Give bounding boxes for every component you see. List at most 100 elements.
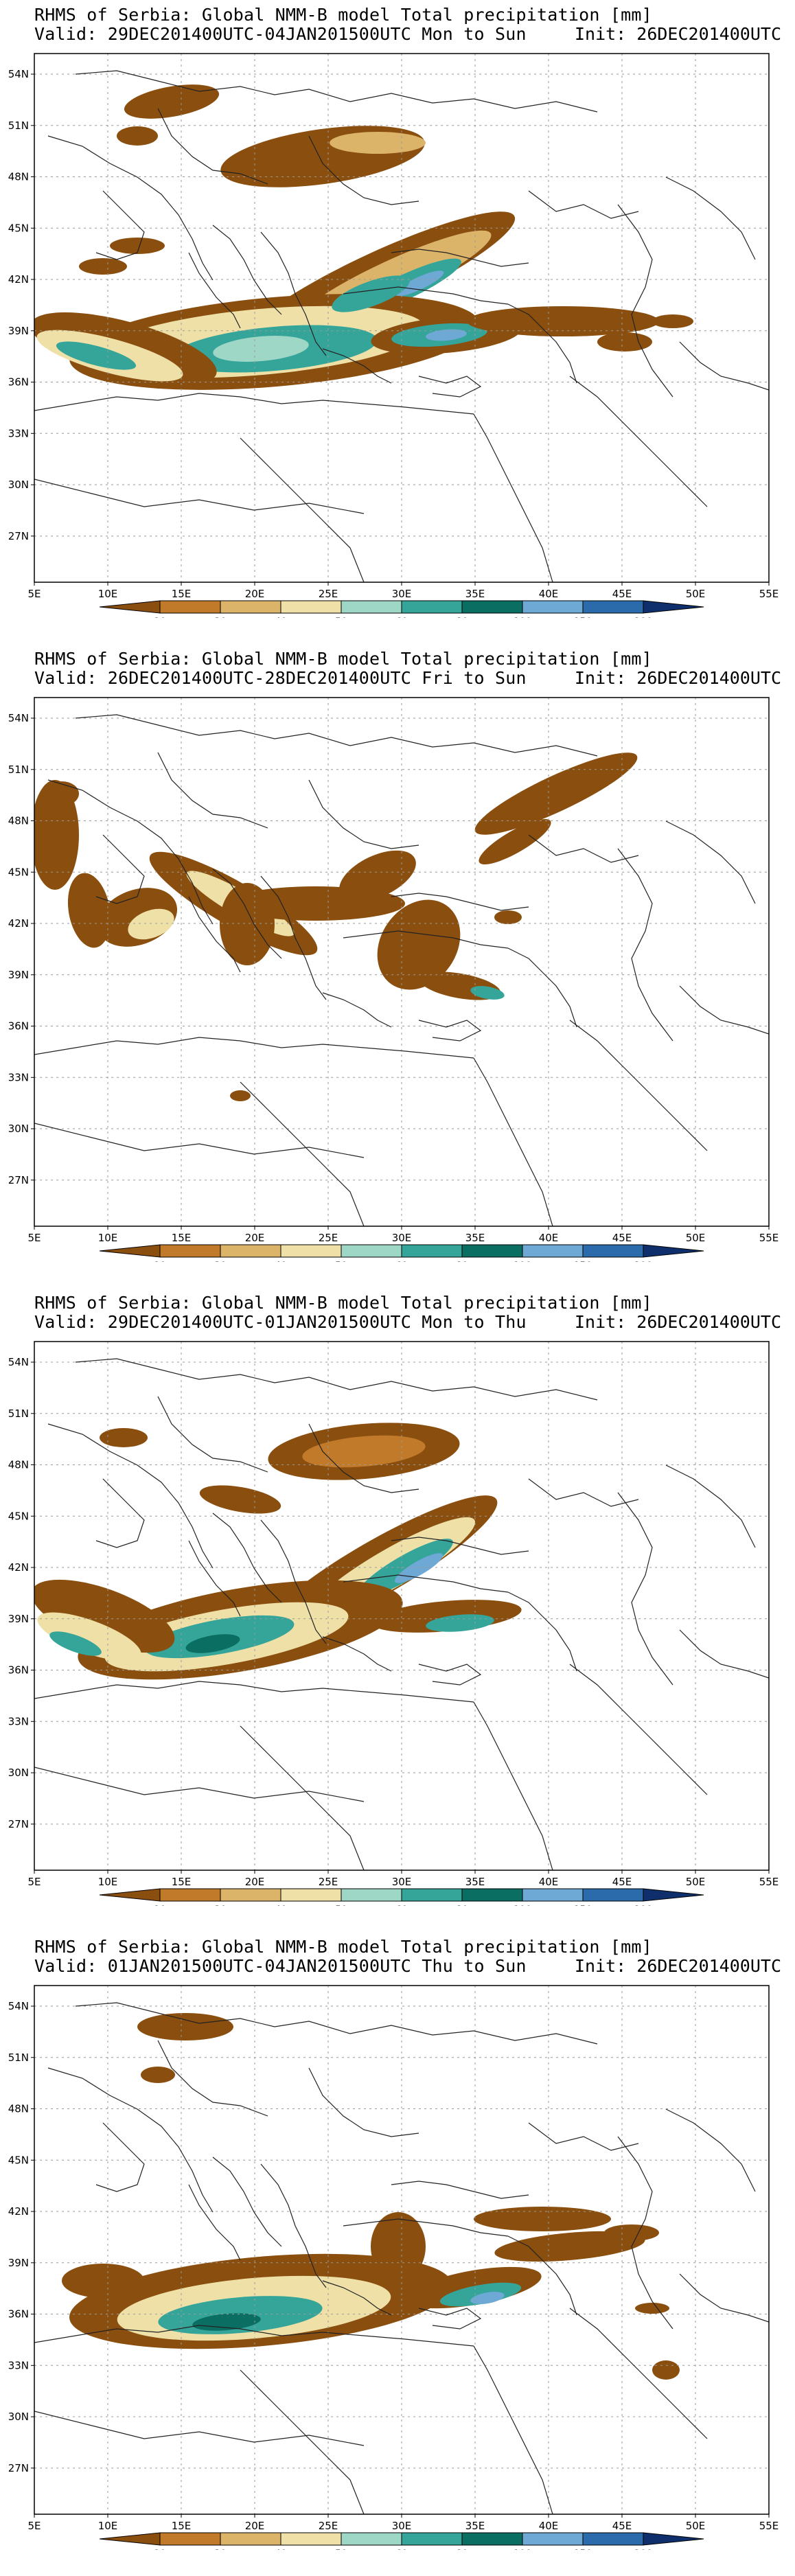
legend-label: 50 [335, 617, 347, 618]
latitude-label: 42N [8, 917, 29, 930]
legend-label: 20 [154, 1261, 166, 1262]
legend-label: 60 [395, 1261, 408, 1262]
legend-label: 30 [214, 1905, 227, 1906]
precipitation-area [494, 2231, 645, 2262]
longitude-label: 40E [539, 1876, 559, 1888]
longitude-label: 20E [245, 2520, 265, 2532]
border-outline [34, 2325, 474, 2347]
legend-label: 100 [514, 1905, 532, 1906]
legend-label: 40 [275, 2549, 287, 2550]
longitude-label: 20E [245, 588, 265, 600]
longitude-label: 5E [27, 1232, 41, 1244]
latitude-label: 36N [8, 376, 29, 389]
legend-swatch [401, 2532, 463, 2546]
legend-label: 40 [275, 1261, 287, 1262]
border-outline [34, 479, 365, 514]
precipitation-area [395, 1553, 443, 1583]
border-outline [34, 1767, 365, 1802]
border-outline [188, 252, 241, 329]
latitude-label: 45N [8, 222, 29, 234]
legend-label: 60 [395, 2549, 408, 2550]
map-panel: RHMS of Serbia: Global NMM-B model Total… [0, 1932, 795, 2576]
border-outline [188, 2184, 241, 2261]
longitude-label: 15E [172, 588, 192, 600]
latitude-label: 51N [8, 763, 29, 776]
longitude-label: 45E [612, 1876, 632, 1888]
latitude-label: 36N [8, 1020, 29, 1033]
border-outline [473, 1057, 553, 1226]
precipitation-area [652, 2360, 680, 2380]
longitude-label: 30E [392, 1232, 412, 1244]
longitude-label: 10E [98, 1232, 118, 1244]
latitude-label: 30N [8, 2411, 29, 2423]
border-outline [528, 834, 639, 863]
longitude-label: 55E [759, 2520, 779, 2532]
legend-label: 40 [275, 1905, 287, 1906]
precipitation-area [37, 1612, 141, 1661]
border-outline [34, 393, 474, 415]
latitude-label: 45N [8, 1510, 29, 1522]
precipitation-area [34, 780, 79, 890]
latitude-label: 33N [8, 1715, 29, 1727]
longitude-label: 50E [686, 2520, 706, 2532]
precipitation-area [199, 1485, 281, 1514]
longitude-label: 10E [98, 1876, 118, 1888]
border-outline [665, 176, 756, 260]
border-outline [240, 437, 365, 582]
border-outline [391, 249, 529, 267]
latitude-label: 30N [8, 1767, 29, 1779]
longitude-label: 45E [612, 1232, 632, 1244]
legend-swatch [159, 600, 221, 614]
border-outline [569, 1020, 708, 1151]
border-outline [260, 1519, 327, 1644]
latitude-label: 39N [8, 1613, 29, 1625]
precipitation-area [137, 2013, 233, 2040]
init-time: Init: 26DEC201400UTC [574, 1312, 781, 1332]
precipitation-area [330, 132, 426, 154]
longitude-label: 35E [465, 2520, 485, 2532]
border-outline [418, 376, 482, 398]
border-outline [322, 348, 392, 384]
latitude-label: 33N [8, 2359, 29, 2371]
legend-label: 200 [634, 1905, 653, 1906]
legend-swatch [582, 1244, 644, 1258]
longitude-label: 25E [319, 588, 338, 600]
precipitation-area [494, 910, 522, 924]
precipitation-area [339, 850, 416, 902]
legend-label: 60 [395, 1905, 408, 1906]
legend-label: 50 [335, 1261, 347, 1262]
legend-swatch [220, 1888, 281, 1902]
legend-swatch [643, 2532, 704, 2546]
border-outline [95, 190, 145, 260]
border-outline [47, 135, 214, 281]
legend-label: 100 [514, 617, 532, 618]
border-outline [391, 893, 529, 911]
precipitation-area [635, 2303, 669, 2314]
legend-swatch [220, 1244, 281, 1258]
legend-swatch [461, 2532, 523, 2546]
border-outline [157, 1396, 268, 1473]
init-time: Init: 26DEC201400UTC [574, 24, 781, 44]
precipitation-area [110, 238, 165, 254]
border-outline [343, 930, 509, 949]
legend-label: 40 [275, 617, 287, 618]
border-outline [34, 1037, 474, 1059]
longitude-label: 35E [465, 1876, 485, 1888]
border-outline [569, 1664, 708, 1795]
latitude-label: 33N [8, 427, 29, 439]
border-outline [569, 376, 708, 507]
border-outline [157, 752, 268, 829]
legend-swatch [280, 2532, 342, 2546]
longitude-label: 10E [98, 2520, 118, 2532]
border-outline [157, 2040, 268, 2117]
legend-swatch [99, 2532, 161, 2546]
border-outline [617, 2136, 673, 2330]
longitude-label: 15E [172, 2520, 192, 2532]
latitude-label: 36N [8, 2308, 29, 2321]
border-outline [507, 1591, 577, 1672]
legend-swatch [99, 600, 161, 614]
init-time: Init: 26DEC201400UTC [574, 668, 781, 688]
border-outline [507, 303, 577, 384]
legend-swatch [341, 2532, 402, 2546]
